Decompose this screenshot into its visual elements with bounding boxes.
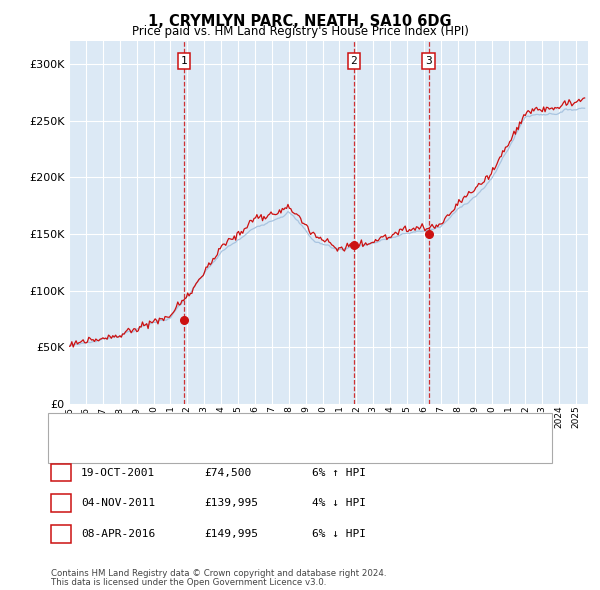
Text: 08-APR-2016: 08-APR-2016 xyxy=(81,529,155,539)
Text: 3: 3 xyxy=(58,529,64,539)
Text: 19-OCT-2001: 19-OCT-2001 xyxy=(81,468,155,477)
Text: 4% ↓ HPI: 4% ↓ HPI xyxy=(312,499,366,508)
Text: £149,995: £149,995 xyxy=(204,529,258,539)
Text: Price paid vs. HM Land Registry's House Price Index (HPI): Price paid vs. HM Land Registry's House … xyxy=(131,25,469,38)
Text: 2: 2 xyxy=(350,56,357,66)
Text: HPI: Average price, detached house, Neath Port Talbot: HPI: Average price, detached house, Neat… xyxy=(99,444,430,454)
Text: 6% ↓ HPI: 6% ↓ HPI xyxy=(312,529,366,539)
Text: 6% ↑ HPI: 6% ↑ HPI xyxy=(312,468,366,477)
Text: 2: 2 xyxy=(58,499,64,508)
Text: 1, CRYMLYN PARC, NEATH, SA10 6DG (detached house): 1, CRYMLYN PARC, NEATH, SA10 6DG (detach… xyxy=(99,422,405,432)
Text: £74,500: £74,500 xyxy=(204,468,251,477)
Text: £139,995: £139,995 xyxy=(204,499,258,508)
Text: 04-NOV-2011: 04-NOV-2011 xyxy=(81,499,155,508)
Text: 1, CRYMLYN PARC, NEATH, SA10 6DG: 1, CRYMLYN PARC, NEATH, SA10 6DG xyxy=(148,14,452,28)
Text: 1: 1 xyxy=(58,468,64,477)
Text: 1: 1 xyxy=(181,56,187,66)
Text: ——: —— xyxy=(69,421,84,434)
Text: 3: 3 xyxy=(425,56,432,66)
Text: Contains HM Land Registry data © Crown copyright and database right 2024.: Contains HM Land Registry data © Crown c… xyxy=(51,569,386,578)
Text: This data is licensed under the Open Government Licence v3.0.: This data is licensed under the Open Gov… xyxy=(51,578,326,588)
Text: ——: —— xyxy=(69,442,84,455)
